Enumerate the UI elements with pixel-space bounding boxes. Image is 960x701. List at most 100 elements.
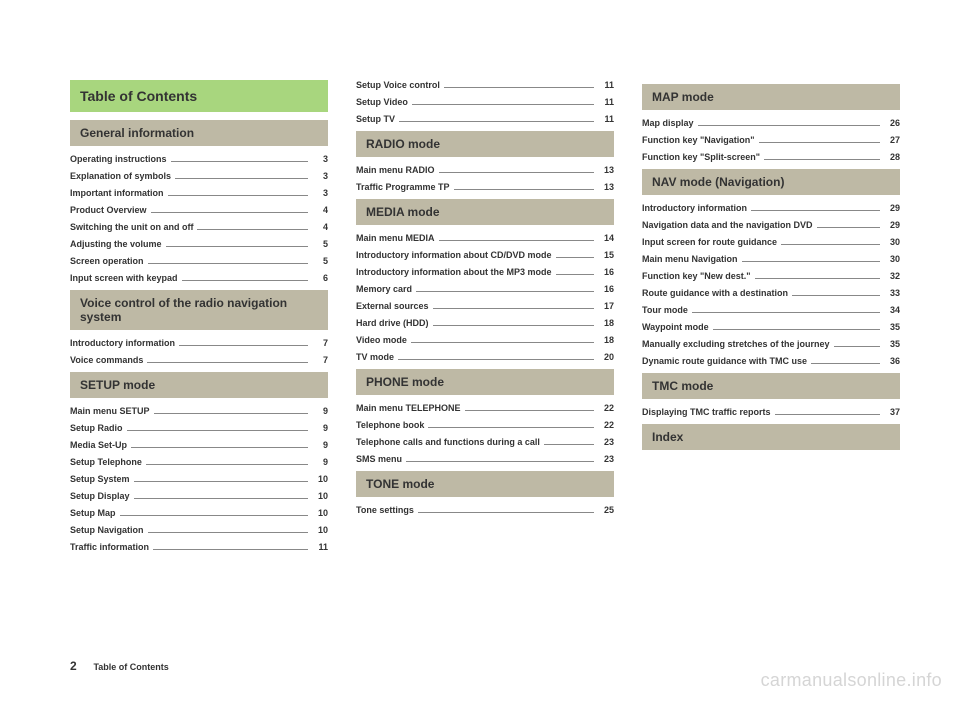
toc-entry-leader <box>146 464 308 465</box>
toc-entry-label: Telephone calls and functions during a c… <box>356 437 540 447</box>
toc-entry-leader <box>556 257 595 258</box>
toc-entry-page: 37 <box>884 407 900 417</box>
toc-entry[interactable]: Switching the unit on and off4 <box>70 222 328 232</box>
toc-entry[interactable]: Setup Display10 <box>70 491 328 501</box>
toc-entry-leader <box>147 362 308 363</box>
toc-entry[interactable]: Main menu TELEPHONE22 <box>356 403 614 413</box>
toc-entry-label: Main menu TELEPHONE <box>356 403 461 413</box>
toc-entry-page: 11 <box>598 80 614 90</box>
toc-entry-leader <box>399 121 594 122</box>
toc-entry-leader <box>556 274 595 275</box>
toc-entry[interactable]: Introductory information7 <box>70 338 328 348</box>
toc-entry[interactable]: Input screen for route guidance30 <box>642 237 900 247</box>
toc-entry-label: External sources <box>356 301 429 311</box>
toc-page: Table of ContentsGeneral informationOper… <box>0 0 960 589</box>
toc-entry-page: 35 <box>884 322 900 332</box>
toc-section-heading: TMC mode <box>642 373 900 399</box>
toc-entry-page: 16 <box>598 284 614 294</box>
toc-entry-leader <box>544 444 594 445</box>
toc-entry[interactable]: Hard drive (HDD)18 <box>356 318 614 328</box>
toc-entry-page: 16 <box>598 267 614 277</box>
toc-entry-label: Map display <box>642 118 694 128</box>
toc-column-3: MAP modeMap display26Function key "Navig… <box>642 80 900 559</box>
toc-entry[interactable]: Explanation of symbols3 <box>70 171 328 181</box>
toc-entry[interactable]: Screen operation5 <box>70 256 328 266</box>
toc-section-heading: MEDIA mode <box>356 199 614 225</box>
toc-entry-leader <box>120 515 308 516</box>
toc-entry[interactable]: Tour mode34 <box>642 305 900 315</box>
toc-entry[interactable]: Memory card16 <box>356 284 614 294</box>
toc-entry[interactable]: Waypoint mode35 <box>642 322 900 332</box>
toc-entry-page: 11 <box>312 542 328 552</box>
toc-entry[interactable]: Traffic Programme TP13 <box>356 182 614 192</box>
toc-entry[interactable]: Setup Video11 <box>356 97 614 107</box>
toc-entry-leader <box>465 410 594 411</box>
toc-entry[interactable]: Main menu RADIO13 <box>356 165 614 175</box>
toc-entry[interactable]: Input screen with keypad6 <box>70 273 328 283</box>
toc-entry-leader <box>134 498 308 499</box>
toc-entry-leader <box>406 461 594 462</box>
toc-entry[interactable]: Setup Radio9 <box>70 423 328 433</box>
toc-entry[interactable]: Map display26 <box>642 118 900 128</box>
toc-entry-label: Setup Voice control <box>356 80 440 90</box>
toc-entry[interactable]: Route guidance with a destination33 <box>642 288 900 298</box>
toc-entry[interactable]: Traffic information11 <box>70 542 328 552</box>
toc-entry-leader <box>134 481 308 482</box>
toc-entry[interactable]: Setup System10 <box>70 474 328 484</box>
toc-entry[interactable]: Telephone calls and functions during a c… <box>356 437 614 447</box>
toc-entry-leader <box>444 87 594 88</box>
toc-entry[interactable]: Dynamic route guidance with TMC use36 <box>642 356 900 366</box>
toc-entry[interactable]: Setup Map10 <box>70 508 328 518</box>
toc-entry[interactable]: Main menu MEDIA14 <box>356 233 614 243</box>
toc-entry-label: Voice commands <box>70 355 143 365</box>
toc-entry[interactable]: Navigation data and the navigation DVD29 <box>642 220 900 230</box>
toc-entry[interactable]: Manually excluding stretches of the jour… <box>642 339 900 349</box>
toc-entry-page: 17 <box>598 301 614 311</box>
toc-section-heading: PHONE mode <box>356 369 614 395</box>
toc-entry-page: 11 <box>598 114 614 124</box>
toc-entry[interactable]: Important information3 <box>70 188 328 198</box>
toc-entry[interactable]: Displaying TMC traffic reports37 <box>642 407 900 417</box>
toc-entry-page: 9 <box>312 423 328 433</box>
toc-entry[interactable]: Setup Voice control 11 <box>356 80 614 90</box>
toc-entry[interactable]: Adjusting the volume5 <box>70 239 328 249</box>
toc-entry[interactable]: Setup Navigation10 <box>70 525 328 535</box>
toc-entry[interactable]: Video mode18 <box>356 335 614 345</box>
toc-entry[interactable]: Main menu SETUP9 <box>70 406 328 416</box>
toc-entry[interactable]: SMS menu23 <box>356 454 614 464</box>
toc-entry-leader <box>127 430 308 431</box>
toc-entry[interactable]: Setup Telephone9 <box>70 457 328 467</box>
toc-entry[interactable]: Function key "New dest."32 <box>642 271 900 281</box>
toc-entry[interactable]: Telephone book22 <box>356 420 614 430</box>
toc-entry-leader <box>811 363 880 364</box>
toc-entry-page: 30 <box>884 237 900 247</box>
toc-entry[interactable]: Voice commands7 <box>70 355 328 365</box>
toc-entry[interactable]: TV mode20 <box>356 352 614 362</box>
toc-entry[interactable]: Tone settings25 <box>356 505 614 515</box>
toc-entry[interactable]: Operating instructions3 <box>70 154 328 164</box>
toc-entry[interactable]: External sources 17 <box>356 301 614 311</box>
toc-entry[interactable]: Setup TV11 <box>356 114 614 124</box>
toc-entry-page: 30 <box>884 254 900 264</box>
toc-entry[interactable]: Function key "Navigation"27 <box>642 135 900 145</box>
toc-entry-leader <box>755 278 880 279</box>
toc-entry-leader <box>131 447 308 448</box>
toc-entry-label: Hard drive (HDD) <box>356 318 429 328</box>
toc-entry-leader <box>764 159 880 160</box>
toc-entry-page: 4 <box>312 222 328 232</box>
toc-entry[interactable]: Introductory information about CD/DVD mo… <box>356 250 614 260</box>
toc-section-heading: RADIO mode <box>356 131 614 157</box>
toc-entry-page: 35 <box>884 339 900 349</box>
toc-entry[interactable]: Main menu Navigation30 <box>642 254 900 264</box>
toc-entry-label: Setup Telephone <box>70 457 142 467</box>
toc-entry[interactable]: Introductory information29 <box>642 203 900 213</box>
toc-entry-page: 11 <box>598 97 614 107</box>
toc-entry[interactable]: Introductory information about the MP3 m… <box>356 267 614 277</box>
toc-entry[interactable]: Function key "Split-screen"28 <box>642 152 900 162</box>
toc-entry[interactable]: Media Set-Up9 <box>70 440 328 450</box>
toc-entry-leader <box>179 345 308 346</box>
toc-entry[interactable]: Product Overview4 <box>70 205 328 215</box>
toc-entry-page: 3 <box>312 188 328 198</box>
toc-entry-leader <box>698 125 880 126</box>
toc-entry-page: 9 <box>312 440 328 450</box>
